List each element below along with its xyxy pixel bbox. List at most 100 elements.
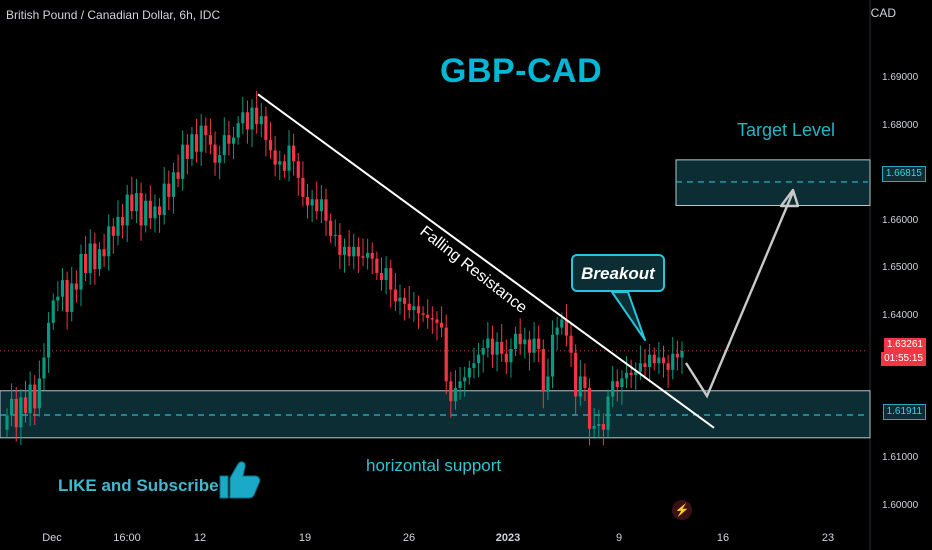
candle-body — [541, 348, 545, 392]
candle-body — [10, 398, 14, 416]
candle-body — [601, 424, 606, 430]
candle-body — [185, 144, 189, 159]
candle-body — [305, 196, 310, 206]
y-tick-label: 1.66000 — [882, 214, 919, 226]
candle-body — [199, 125, 203, 152]
horizontal-support-zone — [0, 390, 871, 439]
horizontal-support-label: horizontal support — [366, 456, 502, 475]
candle-body — [412, 306, 416, 310]
candle-body — [5, 415, 9, 430]
candle-body — [144, 200, 148, 226]
candle-body — [481, 348, 485, 355]
breakout-pointer — [611, 291, 646, 341]
candle-body — [153, 206, 157, 219]
candle-body — [375, 258, 379, 273]
candle-body — [657, 357, 661, 364]
projected-arrowhead — [779, 188, 800, 208]
candle-body — [666, 363, 670, 370]
candle-body — [435, 319, 439, 323]
candle-body — [486, 338, 490, 349]
candle-body — [592, 425, 596, 429]
candle-body — [19, 397, 23, 428]
candle-body — [347, 246, 351, 257]
candle-body — [264, 116, 268, 140]
candle-body — [393, 289, 397, 302]
support-price-tag: 1.61911 — [882, 404, 926, 420]
candle-body — [624, 372, 629, 379]
candle-body — [107, 226, 111, 257]
y-tick-label: 1.68000 — [882, 119, 919, 131]
candle-body — [23, 397, 28, 414]
candle-body — [467, 367, 471, 378]
candle-body — [65, 280, 69, 312]
candle-body — [370, 252, 374, 259]
candle-body — [204, 125, 208, 136]
x-tick-label: 16:00 — [113, 532, 141, 544]
candle-body — [255, 107, 259, 125]
candle-body — [181, 144, 185, 179]
candle-body — [333, 234, 337, 236]
candle-body — [70, 283, 74, 312]
candle-body — [564, 319, 569, 336]
target-level-label: Target Level — [737, 120, 836, 140]
x-tick-label: Dec — [42, 532, 62, 544]
candle-body — [208, 135, 213, 145]
candle-body — [652, 354, 656, 364]
candle-body — [148, 200, 152, 219]
flash-icon[interactable]: ⚡ — [672, 500, 692, 520]
candle-body — [342, 246, 347, 255]
thumbs-up-icon — [219, 461, 261, 499]
candle-body — [416, 306, 421, 314]
y-tick-label: 1.60000 — [882, 499, 919, 511]
candle-body — [213, 144, 217, 163]
candle-body — [130, 194, 134, 212]
like-subscribe-label: LIKE and Subscribe — [58, 476, 219, 495]
candle-body — [93, 243, 97, 270]
candle-body — [504, 353, 508, 363]
candle-body — [597, 424, 601, 426]
symbol-title: British Pound / Canadian Dollar, 6h, IDC — [6, 8, 221, 22]
candle-body — [338, 234, 342, 255]
y-tick-label: 1.61000 — [882, 452, 919, 464]
candle-body — [227, 135, 231, 144]
candle-body — [527, 339, 532, 353]
candles-group — [5, 90, 684, 446]
candle-body — [157, 206, 162, 215]
candle-body — [102, 249, 106, 257]
candle-body — [125, 194, 129, 226]
y-tick-label: 1.65000 — [882, 262, 919, 274]
candle-body — [241, 112, 245, 124]
candle-body — [97, 249, 102, 270]
candle-body — [218, 155, 222, 163]
candle-body — [134, 193, 139, 212]
candle-body — [620, 378, 624, 387]
x-tick-label: 26 — [402, 532, 416, 544]
candle-body — [509, 348, 513, 363]
candle-body — [37, 378, 41, 409]
candle-body — [472, 363, 476, 368]
candle-body — [550, 334, 555, 377]
candle-body — [194, 134, 199, 152]
candle-body — [278, 161, 282, 165]
candle-body — [426, 314, 430, 319]
candle-body — [398, 297, 402, 302]
candle-body — [282, 161, 286, 171]
candle-body — [643, 363, 647, 368]
candle-body — [458, 381, 462, 388]
candle-body — [139, 193, 143, 226]
candle-body — [675, 353, 679, 358]
target-price-tag: 1.66815 — [881, 166, 926, 182]
candle-body — [611, 381, 615, 397]
candle-body — [167, 183, 171, 197]
candle-body — [555, 327, 559, 335]
candle-body — [287, 145, 291, 171]
candle-body — [476, 354, 481, 364]
candle-body — [329, 220, 333, 236]
chart-title: GBP-CAD — [440, 52, 603, 90]
candle-body — [42, 357, 46, 379]
candle-body — [88, 243, 92, 273]
candle-body — [273, 150, 277, 165]
candle-body — [310, 199, 314, 206]
